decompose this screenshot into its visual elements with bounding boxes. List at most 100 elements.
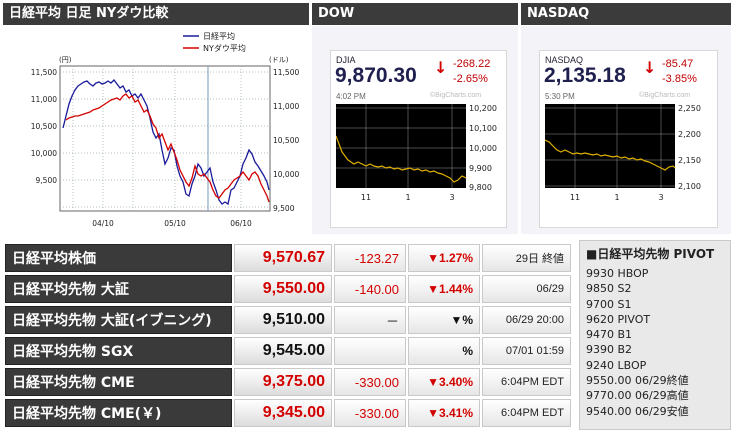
legend-nikkei-label: 日経平均 (203, 31, 235, 41)
pivot-line: 9470 B1 (586, 328, 633, 342)
dow-down-arrow-icon: ↓ (434, 58, 448, 77)
legend-dow-label: NYダウ平均 (203, 43, 246, 53)
quote-time: 07/01 01:59 (482, 337, 571, 365)
left-tick-label: 9,500 (36, 176, 58, 185)
quote-change (334, 337, 406, 365)
nasdaq-y-tick: 2,250 (678, 104, 701, 113)
quote-price: 9,375.00 (234, 368, 332, 396)
quote-name[interactable]: 日経平均先物 大証(イブニング) (5, 306, 232, 334)
nasdaq-x-tick: 3 (658, 193, 663, 202)
nasdaq-panel[interactable]: NASDAQ 2,135.18 ↓ -85.47 -3.85% 5:30 PM … (521, 26, 731, 234)
quote-price: 9,345.00 (234, 399, 332, 427)
quote-time: 29日 終値 (482, 244, 571, 272)
quote-change-pct: ▼3.41% (408, 399, 480, 427)
nasdaq-x-tick: 11 (570, 193, 580, 202)
nasdaq-y-tick: 2,100 (678, 182, 701, 191)
pivot-panel: ■日経平均先物 PIVOT 9930 HBOP 9850 S2 9700 S1 … (579, 240, 731, 430)
pivot-line: 9390 B2 (586, 343, 633, 357)
pivot-line: 9540.00 06/29安値 (586, 404, 689, 418)
dow-y-tick: 10,000 (469, 144, 497, 153)
quote-name[interactable]: 日経平均先物 大証 (5, 275, 232, 303)
dow-change: -268.22 (453, 58, 491, 70)
dow-time: 4:02 PM (336, 92, 366, 101)
nasdaq-change: -85.47 (662, 58, 694, 70)
nasdaq-watermark: ©BigCharts.com (639, 92, 691, 99)
pivot-line: 9770.00 06/29高値 (586, 389, 689, 403)
dow-x-tick: 1 (405, 193, 410, 202)
pivot-line: 9240 LBOP (586, 358, 647, 372)
x-tick-label: 04/10 (92, 219, 114, 228)
left-tick-label: 10,000 (31, 149, 57, 158)
plot-area (59, 65, 271, 212)
quote-price: 9,550.00 (234, 275, 332, 303)
quote-price: 9,545.00 (234, 337, 332, 365)
right-unit-label: (ドル) (269, 56, 289, 64)
quote-change: -330.00 (334, 368, 406, 396)
quote-name[interactable]: 日経平均先物 CME(￥) (5, 399, 232, 427)
left-tick-label: 10,500 (31, 122, 57, 131)
nikkei-chart-panel[interactable]: 日経平均 NYダウ平均 (円) (ドル) 11,500 11,000 1 (3, 26, 309, 234)
left-tick-label: 11,000 (31, 95, 57, 104)
quote-change-pct: % (408, 337, 480, 365)
dow-y-tick: 9,900 (469, 164, 492, 173)
quote-time: 06/29 20:00 (482, 306, 571, 334)
nasdaq-y-tick: 2,200 (678, 130, 701, 139)
quote-change: -330.00 (334, 399, 406, 427)
nasdaq-index-value: 2,135.18 (544, 64, 626, 87)
x-tick-label: 06/10 (230, 219, 252, 228)
quote-name[interactable]: 日経平均株価 (5, 244, 232, 272)
quote-name[interactable]: 日経平均先物 SGX (5, 337, 232, 365)
quote-time: 06/29 (482, 275, 571, 303)
dow-symbol: DJIA (336, 55, 356, 65)
right-tick-label: 9,500 (273, 204, 295, 213)
dow-y-tick: 9,800 (469, 183, 492, 192)
nasdaq-y-tick: 2,150 (678, 156, 701, 165)
left-tick-label: 11,500 (31, 68, 57, 77)
pivot-line: 9620 PIVOT (586, 312, 651, 326)
right-tick-label: 10,500 (273, 136, 299, 145)
quote-change: -140.00 (334, 275, 406, 303)
nikkei-panel-title: 日経平均 日足 NYダウ比較 (3, 3, 309, 25)
quote-change-pct: ▼1.44% (408, 275, 480, 303)
right-tick-label: 11,000 (273, 102, 299, 111)
quote-change: -123.27 (334, 244, 406, 272)
nasdaq-down-arrow-icon: ↓ (643, 58, 657, 77)
x-tick-label: 05/10 (164, 219, 186, 228)
pivot-line: 9930 HBOP (586, 267, 649, 280)
quote-price: 9,570.67 (234, 244, 332, 272)
pivot-title: ■日経平均先物 PIVOT (586, 247, 715, 261)
nikkei-series-line (62, 79, 270, 206)
nasdaq-change-pct: -3.85% (662, 73, 697, 85)
dow-x-tick: 11 (361, 193, 371, 202)
nasdaq-panel-title: NASDAQ (521, 3, 731, 25)
dow-price-line (336, 135, 467, 183)
dow-change-pct: -2.65% (453, 73, 488, 85)
nasdaq-intraday-chart: 2,250 2,200 2,150 2,100 11 1 3 (545, 104, 701, 202)
quote-change-pct: ▼3.40% (408, 368, 480, 396)
left-unit-label: (円) (59, 56, 72, 64)
nasdaq-x-tick: 1 (614, 193, 619, 202)
right-tick-label: 11,500 (273, 68, 299, 77)
quote-change-pct: ▼1.27% (408, 244, 480, 272)
pivot-line: 9550.00 06/29終値 (586, 374, 689, 388)
right-tick-label: 10,000 (273, 170, 299, 179)
dow-index-value: 9,870.30 (335, 64, 417, 87)
quote-change: － (334, 306, 406, 334)
dow-panel[interactable]: DJIA 9,870.30 ↓ -268.22 -2.65% 4:02 PM ©… (312, 26, 518, 234)
dow-x-tick: 3 (449, 193, 454, 202)
pivot-line: 9700 S1 (586, 297, 632, 311)
nikkei-dow-chart: 日経平均 NYダウ平均 (円) (ドル) 11,500 11,000 1 (31, 31, 300, 228)
quote-name[interactable]: 日経平均先物 CME (5, 368, 232, 396)
dow-y-tick: 10,200 (469, 104, 497, 113)
quote-time: 6:04PM EDT (482, 368, 571, 396)
quote-price: 9,510.00 (234, 306, 332, 334)
dow-intraday-chart: 10,200 10,100 10,000 9,900 9,800 11 1 3 (336, 104, 497, 202)
nasdaq-symbol: NASDAQ (545, 55, 584, 65)
dow-series-line (65, 93, 270, 203)
dow-watermark: ©BigCharts.com (430, 92, 482, 99)
dow-y-tick: 10,100 (469, 124, 497, 133)
dow-panel-title: DOW (312, 3, 518, 25)
quote-time: 6:04PM EDT (482, 399, 571, 427)
pivot-line: 9850 S2 (586, 282, 632, 296)
nasdaq-price-line (545, 139, 676, 171)
